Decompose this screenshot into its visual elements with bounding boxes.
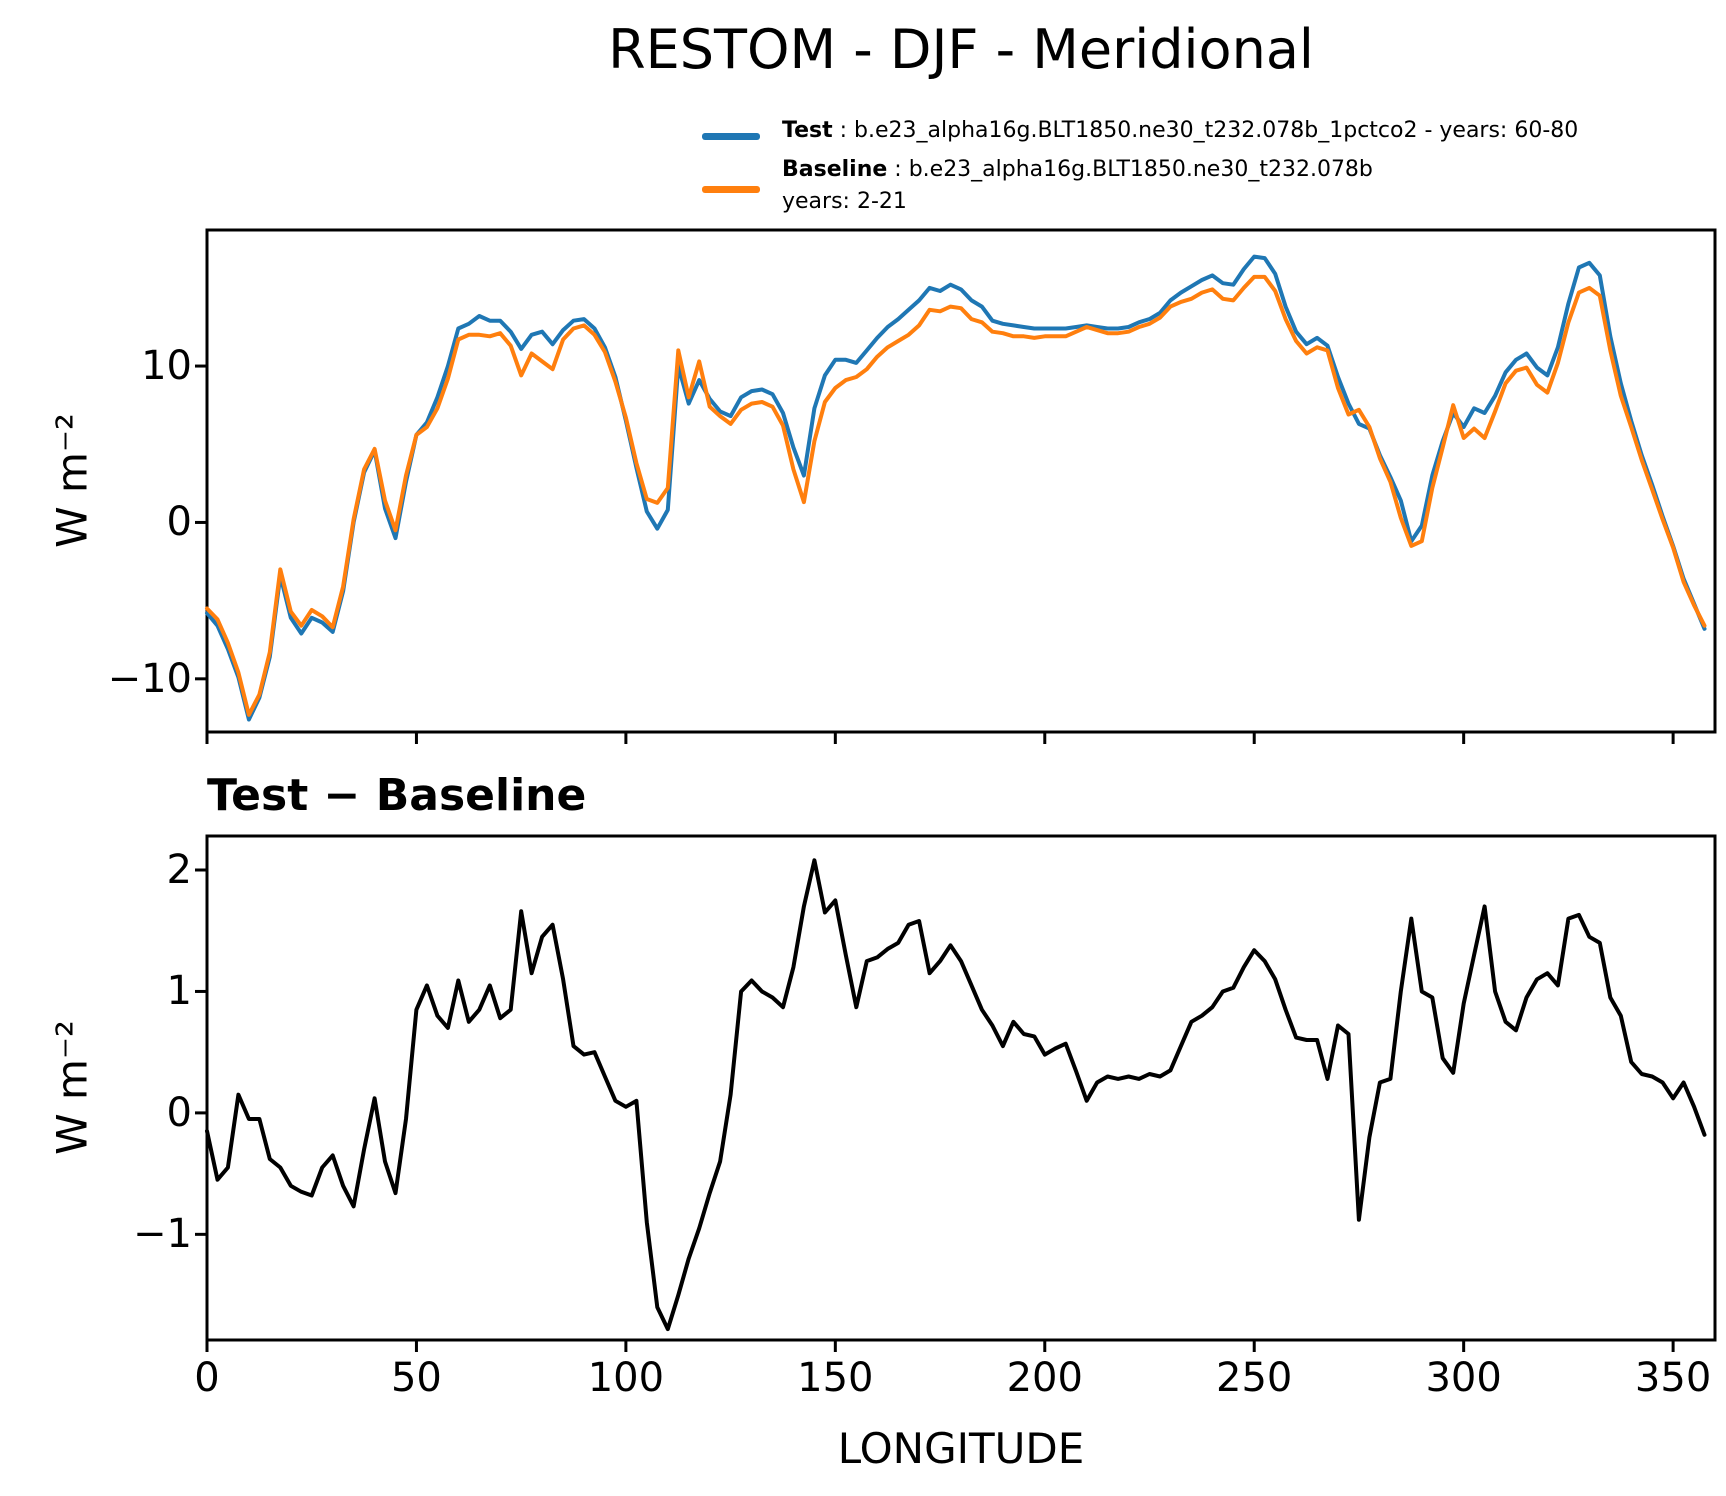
x-tick-label: 350 xyxy=(1634,1355,1712,1401)
x-tick-label: 0 xyxy=(194,1355,220,1401)
y-tick-label: −1 xyxy=(133,1211,192,1258)
y-tick-label: 0 xyxy=(166,1089,192,1136)
y-tick-label: −10 xyxy=(107,655,192,702)
legend-item-test: Test : b.e23_alpha16g.BLT1850.ne30_t232.… xyxy=(782,118,1578,143)
bottom-panel-title: Test − Baseline xyxy=(207,770,587,821)
legend-test-label: Test xyxy=(782,118,833,143)
legend-item-baseline: Baseline : b.e23_alpha16g.BLT1850.ne30_t… xyxy=(782,154,1602,218)
legend-baseline-desc: : b.e23_alpha16g.BLT1850.ne30_t232.078b xyxy=(887,157,1373,182)
x-axis-label: LONGITUDE xyxy=(837,1424,1085,1473)
legend-swatch-test-line xyxy=(702,133,760,140)
y-tick-label: 10 xyxy=(141,343,192,390)
legend-swatch-baseline-line xyxy=(702,186,760,193)
legend-test-desc: : b.e23_alpha16g.BLT1850.ne30_t232.078b_… xyxy=(832,118,1579,143)
legend-baseline-label: Baseline xyxy=(782,157,888,182)
bottom-panel-frame xyxy=(205,834,1717,1342)
x-tick-label: 200 xyxy=(1006,1355,1083,1401)
figure-title: RESTOM - DJF - Meridional xyxy=(608,18,1314,81)
x-tick-label: 100 xyxy=(587,1355,665,1401)
series-line-test xyxy=(205,254,1707,722)
series-line-baseline xyxy=(205,274,1707,717)
x-tick-label: 50 xyxy=(390,1355,442,1401)
legend-baseline-years: years: 2-21 xyxy=(782,189,907,214)
y-tick-label: 0 xyxy=(166,499,192,546)
top-panel-ylabel: W m⁻² xyxy=(47,413,97,548)
y-tick-label: 2 xyxy=(166,847,192,893)
top-panel-frame xyxy=(205,228,1717,734)
x-tick-label: 150 xyxy=(797,1355,874,1401)
x-tick-label: 250 xyxy=(1216,1355,1293,1401)
x-tick-label: 300 xyxy=(1425,1355,1502,1401)
legend: Test : b.e23_alpha16g.BLT1850.ne30_t232.… xyxy=(700,108,1600,223)
y-tick-label: 1 xyxy=(166,968,192,1015)
series-line-test-baseline xyxy=(205,858,1707,1332)
